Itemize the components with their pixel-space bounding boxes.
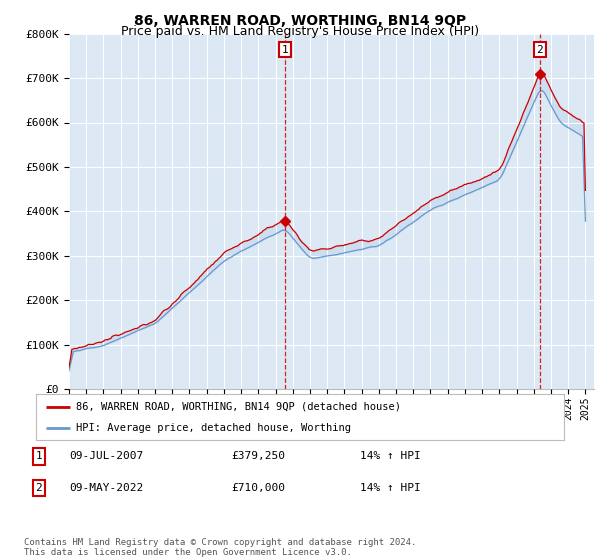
Text: 2: 2 [35, 483, 43, 493]
Text: 2: 2 [536, 45, 544, 55]
Text: 09-JUL-2007: 09-JUL-2007 [69, 451, 143, 461]
Text: £379,250: £379,250 [231, 451, 285, 461]
Text: £710,000: £710,000 [231, 483, 285, 493]
Text: 09-MAY-2022: 09-MAY-2022 [69, 483, 143, 493]
Text: 86, WARREN ROAD, WORTHING, BN14 9QP (detached house): 86, WARREN ROAD, WORTHING, BN14 9QP (det… [76, 402, 401, 412]
Text: 1: 1 [35, 451, 43, 461]
Text: 14% ↑ HPI: 14% ↑ HPI [360, 483, 421, 493]
Text: 1: 1 [281, 45, 289, 55]
Text: Contains HM Land Registry data © Crown copyright and database right 2024.
This d: Contains HM Land Registry data © Crown c… [24, 538, 416, 557]
Text: 14% ↑ HPI: 14% ↑ HPI [360, 451, 421, 461]
Text: 86, WARREN ROAD, WORTHING, BN14 9QP: 86, WARREN ROAD, WORTHING, BN14 9QP [134, 14, 466, 28]
Text: Price paid vs. HM Land Registry's House Price Index (HPI): Price paid vs. HM Land Registry's House … [121, 25, 479, 38]
Text: HPI: Average price, detached house, Worthing: HPI: Average price, detached house, Wort… [76, 423, 350, 433]
